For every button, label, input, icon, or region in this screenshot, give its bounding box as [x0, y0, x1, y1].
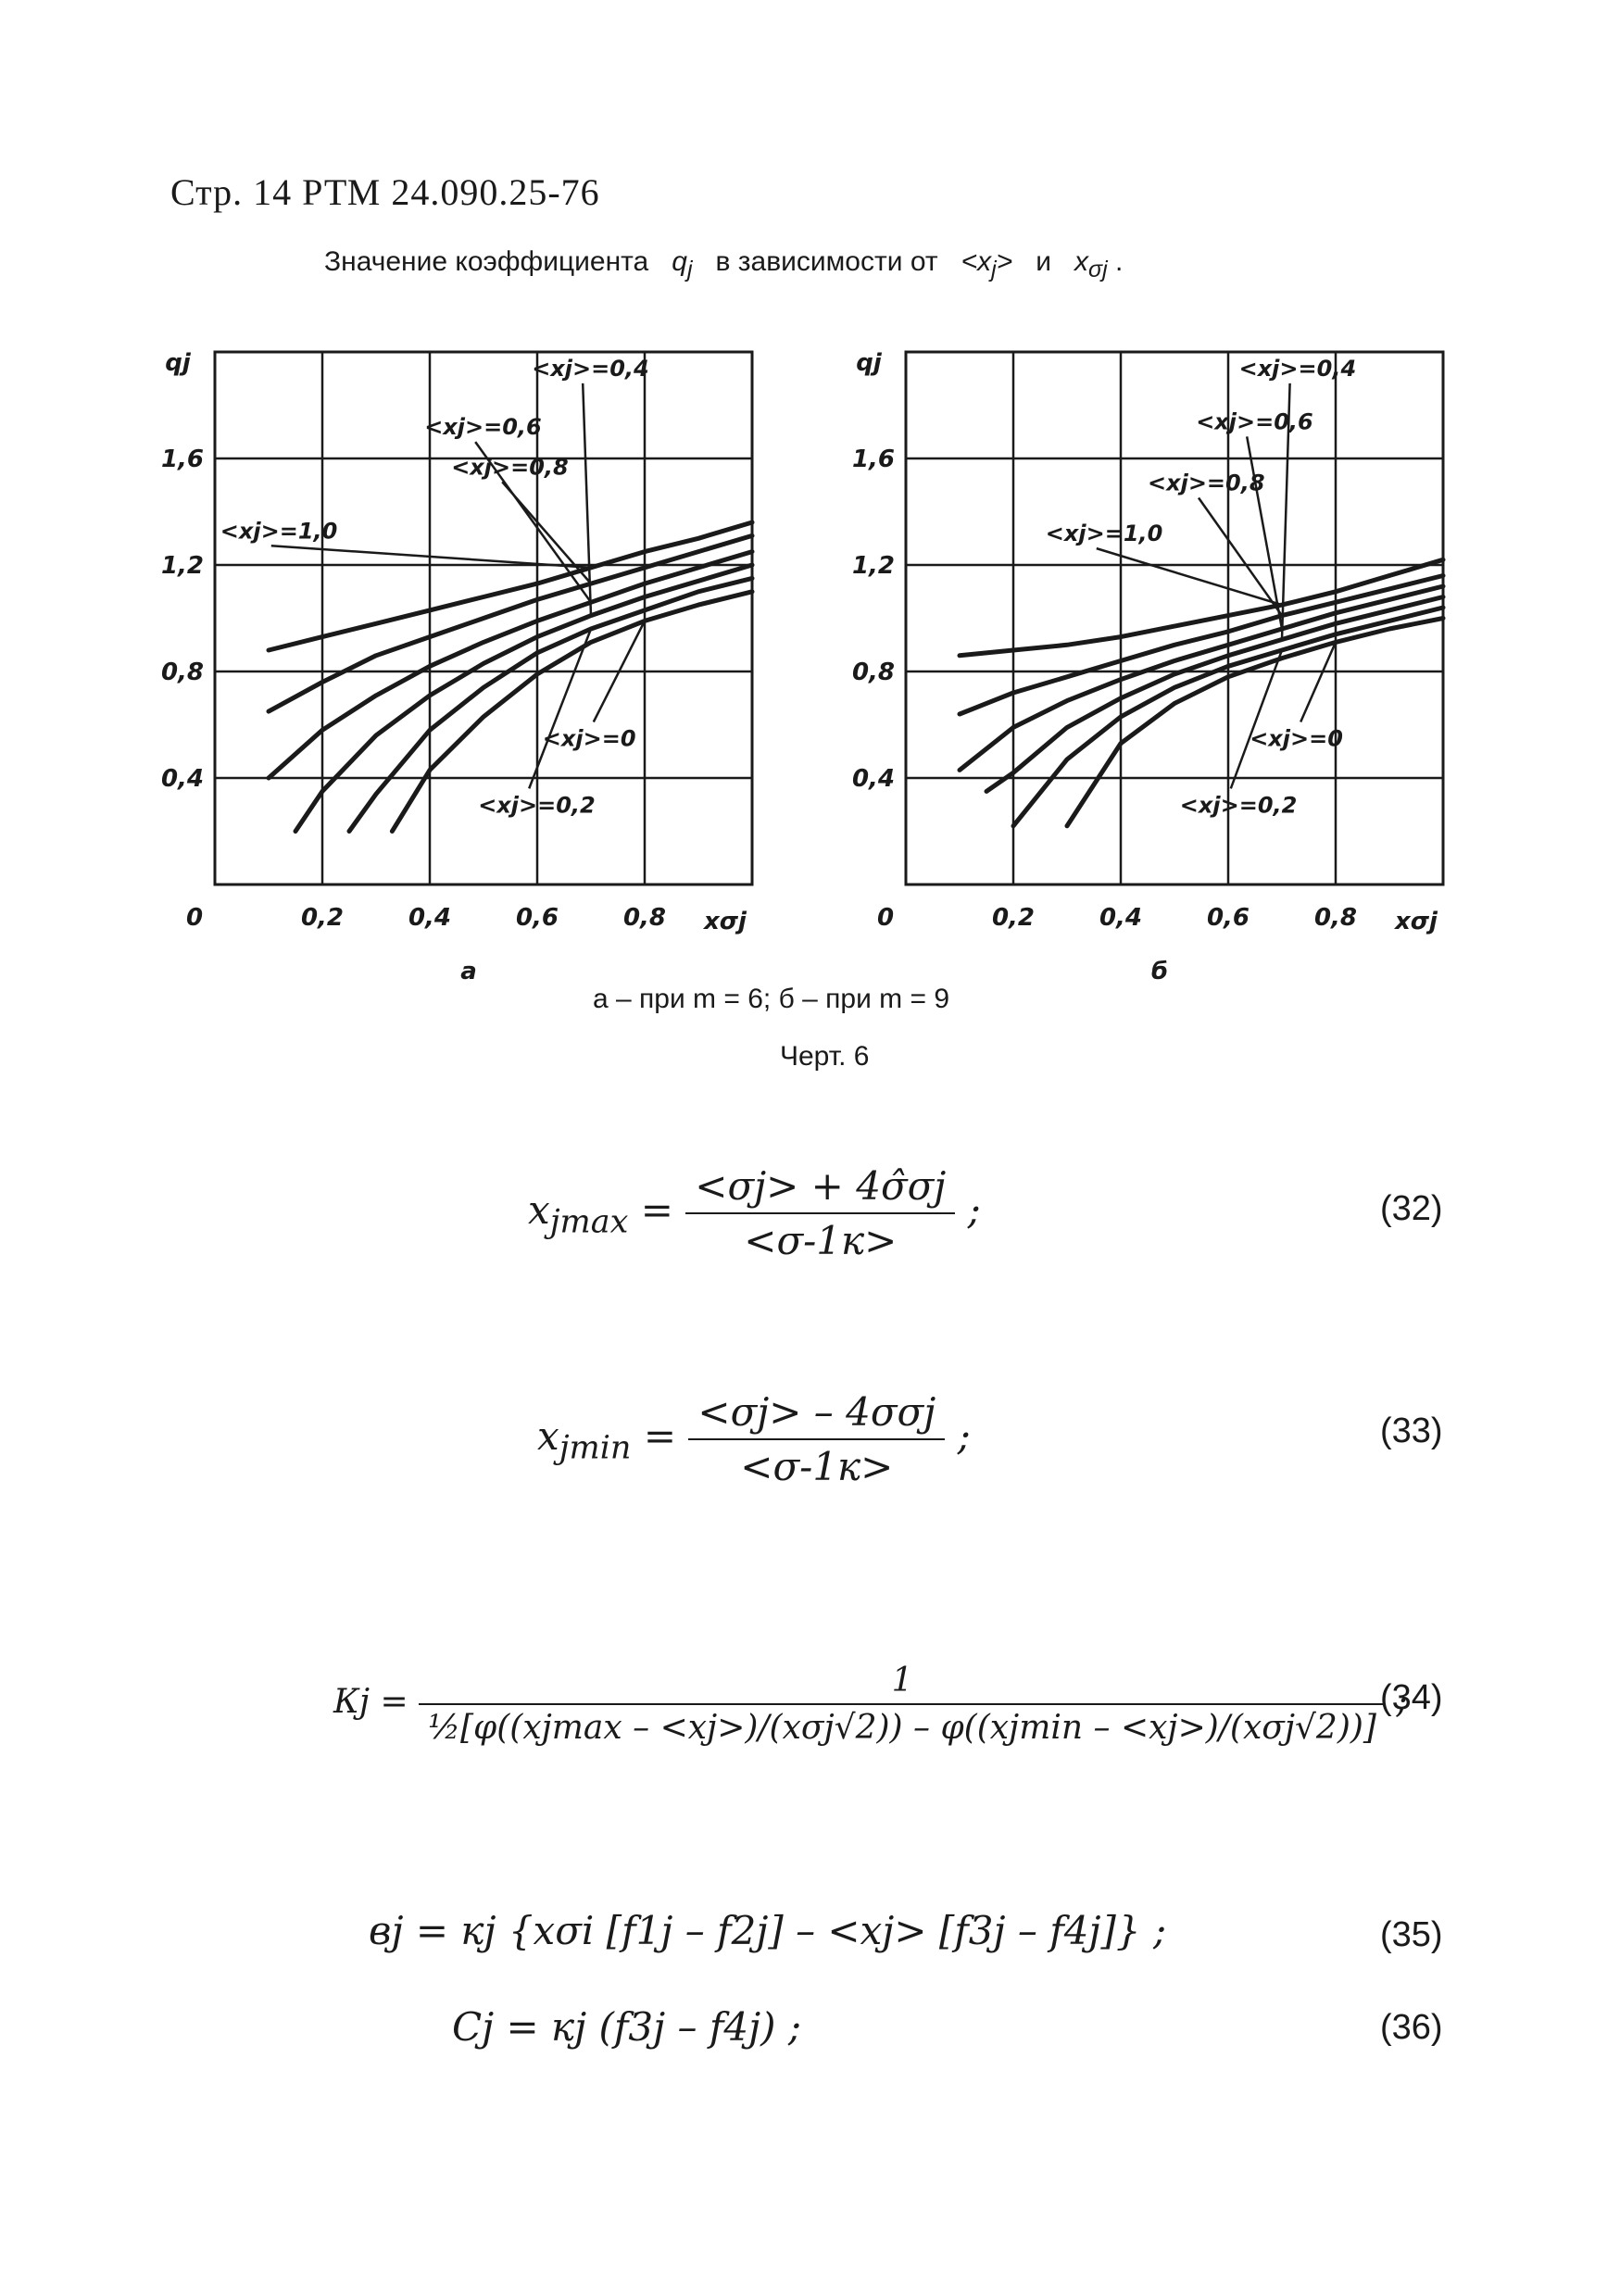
- figure-title-middle: в зависимости от: [715, 246, 938, 277]
- page-header: Стр. 14 РТМ 24.090.25-76: [170, 171, 600, 213]
- curve-annotation: <xj>=0,2: [1180, 792, 1298, 818]
- y-tick-label: 0,8: [852, 659, 895, 686]
- equation-32: xjmax = <σj> + 4σ̂σj <σ-1к> ;: [528, 1163, 981, 1263]
- equation-35: вj = кj {xσi [f1j – f2j] – <xj> [f3j – f…: [369, 1908, 1167, 1953]
- variants-caption: а – при m = 6; б – при m = 9: [593, 984, 950, 1014]
- x-axis-label: xσj: [702, 908, 747, 935]
- y-tick-label: 0,8: [161, 659, 204, 686]
- y-tick-label: 1,2: [852, 552, 895, 580]
- figure-title-prefix: Значение коэффициента: [324, 246, 649, 277]
- annotation-leader: [592, 620, 647, 723]
- annotation-leader: [270, 545, 592, 570]
- curve-annotation: <xj>=0,2: [478, 792, 596, 818]
- annotation-leader: [1096, 546, 1283, 607]
- equation-36-number: (36): [1380, 2008, 1443, 2047]
- equation-34-number: (34): [1380, 1678, 1443, 1717]
- curve-annotation: <xj>=0: [543, 726, 636, 752]
- series-curve: [266, 549, 755, 781]
- y-axis-label: qj: [856, 349, 883, 377]
- series-curve: [1064, 616, 1446, 829]
- x-axis-label: xσj: [1393, 908, 1438, 935]
- series-curve: [984, 595, 1446, 794]
- annotation-leader: [1300, 641, 1337, 723]
- curve-annotation: <xj>=1,0: [1046, 521, 1163, 546]
- equation-33-fraction: <σj> – 4σσj <σ-1к>: [688, 1389, 946, 1489]
- series-curve: [266, 520, 755, 653]
- chart-panel-b: 0 0,2 0,4 0,6 0,8 xσj 0,4 0,8 1,2 1,6 qj б <xj>=0,4 <…: [852, 349, 1446, 985]
- annotation-leader: [474, 441, 593, 603]
- series-curve: [1011, 605, 1446, 829]
- panel-label: а: [460, 958, 477, 985]
- equation-34-fraction: 1 ½[φ((xjmax – <xj>)/(xσj√2)) – φ((xjmin…: [419, 1662, 1386, 1747]
- chart-panel-a: 0 0,2 0,4 0,6 0,8 xσj 0,4 0,8 1,2 1,6 qj а <xj>=1,0 <…: [161, 349, 755, 985]
- x-tick-label: 0,4: [408, 904, 451, 932]
- x-tick-label: 0,6: [516, 904, 559, 932]
- figure-title-qj: qj: [672, 246, 693, 282]
- chart-figure: 0 0,2 0,4 0,6 0,8 xσj 0,4 0,8 1,2 1,6 qj а <xj>=1,0 <…: [161, 349, 1446, 985]
- plot-frame: [213, 350, 754, 886]
- equation-33: xjmin = <σj> – 4σσj <σ-1к> ;: [537, 1389, 971, 1489]
- series-curve: [293, 562, 755, 834]
- annotation-leader: [1197, 496, 1284, 617]
- annotation-leader: [1280, 383, 1291, 640]
- figure-number: Черт. 6: [780, 1041, 870, 1072]
- y-tick-label: 0,4: [852, 765, 895, 793]
- y-tick-label: 1,6: [852, 445, 895, 473]
- x-tick-label: 0,2: [301, 904, 344, 932]
- curve-annotation: <xj>=0,8: [451, 454, 569, 480]
- figure-title-end: .: [1115, 246, 1124, 277]
- equation-33-number: (33): [1380, 1411, 1443, 1450]
- equation-35-number: (35): [1380, 1915, 1443, 1954]
- figure-title-and: и: [1036, 246, 1052, 277]
- series-curve: [389, 589, 755, 834]
- curve-annotation: <xj>=0,4: [1239, 356, 1357, 382]
- y-tick-label: 0,4: [161, 765, 204, 793]
- x-tick-label: 0: [877, 904, 894, 932]
- x-tick-label: 0,8: [1314, 904, 1357, 932]
- x-tick-label: 0,8: [623, 904, 666, 932]
- annotation-leader: [528, 628, 593, 789]
- x-tick-label: 0,6: [1207, 904, 1250, 932]
- annotation-leader: [581, 383, 593, 616]
- curve-annotation: <xj>=0: [1250, 726, 1343, 752]
- figure-title: Значение коэффициента qj в зависимости о…: [324, 246, 1123, 283]
- figure-title-xj: <xj>: [961, 246, 1013, 282]
- x-tick-label: 0,4: [1099, 904, 1142, 932]
- series-curve: [957, 573, 1446, 717]
- curve-annotation: <xj>=0,6: [424, 414, 542, 440]
- series-curve: [346, 575, 755, 834]
- y-tick-label: 1,2: [161, 552, 204, 580]
- series-curve: [957, 557, 1446, 659]
- x-tick-label: 0,2: [992, 904, 1035, 932]
- x-tick-label: 0: [186, 904, 203, 932]
- curve-annotation: <xj>=0,4: [532, 356, 649, 382]
- y-tick-label: 1,6: [161, 445, 204, 473]
- curve-annotation: <xj>=0,6: [1196, 408, 1313, 434]
- annotation-leader: [1229, 649, 1284, 789]
- equation-32-number: (32): [1380, 1189, 1443, 1228]
- y-axis-label: qj: [165, 349, 192, 377]
- annotation-leader: [1245, 436, 1284, 630]
- equation-34: Кj = 1 ½[φ((xjmax – <xj>)/(xσj√2)) – φ((…: [333, 1662, 1408, 1747]
- series-curve: [957, 583, 1446, 772]
- curve-annotation: <xj>=0,8: [1148, 470, 1265, 496]
- equation-32-fraction: <σj> + 4σ̂σj <σ-1к>: [685, 1163, 956, 1263]
- figure-title-xs: xσj: [1074, 246, 1108, 282]
- curve-annotation: <xj>=1,0: [220, 518, 338, 544]
- equation-36: Cj = кj (f3j – f4j) ;: [452, 2004, 802, 2050]
- series-curve: [266, 533, 755, 714]
- panel-label: б: [1151, 958, 1168, 985]
